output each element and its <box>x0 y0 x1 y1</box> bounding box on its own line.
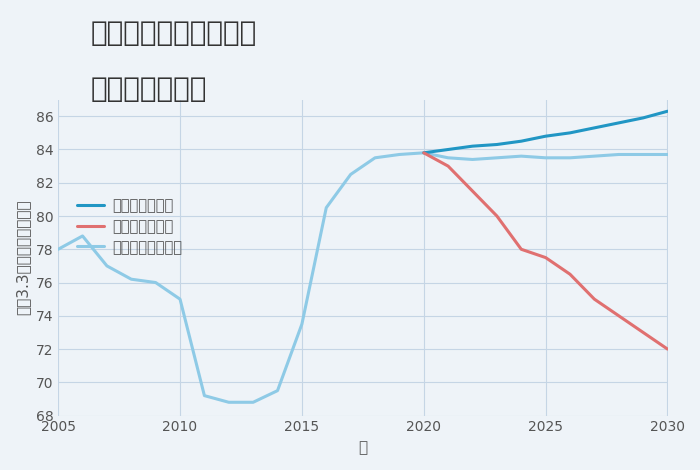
グッドシナリオ <box>493 141 501 147</box>
バッドシナリオ <box>517 246 526 252</box>
グッドシナリオ <box>444 147 452 152</box>
X-axis label: 年: 年 <box>358 440 368 455</box>
ノーマルシナリオ <box>249 400 258 405</box>
ノーマルシナリオ <box>566 155 574 161</box>
ノーマルシナリオ <box>176 297 184 302</box>
ノーマルシナリオ <box>664 152 672 157</box>
ノーマルシナリオ <box>444 155 452 161</box>
グッドシナリオ <box>590 125 598 131</box>
グッドシナリオ <box>517 138 526 144</box>
ノーマルシナリオ <box>493 155 501 161</box>
ノーマルシナリオ <box>419 150 428 156</box>
ノーマルシナリオ <box>225 400 233 405</box>
バッドシナリオ <box>566 271 574 277</box>
バッドシナリオ <box>590 297 598 302</box>
ノーマルシナリオ <box>273 388 281 393</box>
ノーマルシナリオ <box>615 152 623 157</box>
ノーマルシナリオ <box>371 155 379 161</box>
Y-axis label: 平（3.3㎡）単価（万円）: 平（3.3㎡）単価（万円） <box>15 200 30 315</box>
グッドシナリオ <box>639 115 648 121</box>
Legend: グッドシナリオ, バッドシナリオ, ノーマルシナリオ: グッドシナリオ, バッドシナリオ, ノーマルシナリオ <box>71 192 188 260</box>
ノーマルシナリオ <box>468 157 477 162</box>
グッドシナリオ <box>541 133 550 139</box>
グッドシナリオ <box>664 109 672 114</box>
ノーマルシナリオ <box>103 263 111 269</box>
グッドシナリオ <box>468 143 477 149</box>
ノーマルシナリオ <box>346 172 355 177</box>
ノーマルシナリオ <box>298 321 306 327</box>
グッドシナリオ <box>615 120 623 125</box>
Text: 大阪府茨木市野々宮の: 大阪府茨木市野々宮の <box>91 19 258 47</box>
バッドシナリオ <box>419 150 428 156</box>
ノーマルシナリオ <box>127 276 136 282</box>
バッドシナリオ <box>615 313 623 319</box>
バッドシナリオ <box>639 329 648 335</box>
ノーマルシナリオ <box>78 233 87 239</box>
バッドシナリオ <box>493 213 501 219</box>
ノーマルシナリオ <box>322 205 330 211</box>
ノーマルシナリオ <box>151 280 160 285</box>
グッドシナリオ <box>566 130 574 136</box>
ノーマルシナリオ <box>541 155 550 161</box>
バッドシナリオ <box>444 163 452 169</box>
グッドシナリオ <box>419 150 428 156</box>
バッドシナリオ <box>468 188 477 194</box>
バッドシナリオ <box>664 346 672 352</box>
Line: ノーマルシナリオ: ノーマルシナリオ <box>58 153 668 402</box>
バッドシナリオ <box>541 255 550 260</box>
ノーマルシナリオ <box>639 152 648 157</box>
ノーマルシナリオ <box>200 393 209 399</box>
Line: グッドシナリオ: グッドシナリオ <box>424 111 668 153</box>
ノーマルシナリオ <box>590 153 598 159</box>
ノーマルシナリオ <box>54 246 62 252</box>
ノーマルシナリオ <box>517 153 526 159</box>
ノーマルシナリオ <box>395 152 404 157</box>
Text: 土地の価格推移: 土地の価格推移 <box>91 75 207 103</box>
Line: バッドシナリオ: バッドシナリオ <box>424 153 668 349</box>
